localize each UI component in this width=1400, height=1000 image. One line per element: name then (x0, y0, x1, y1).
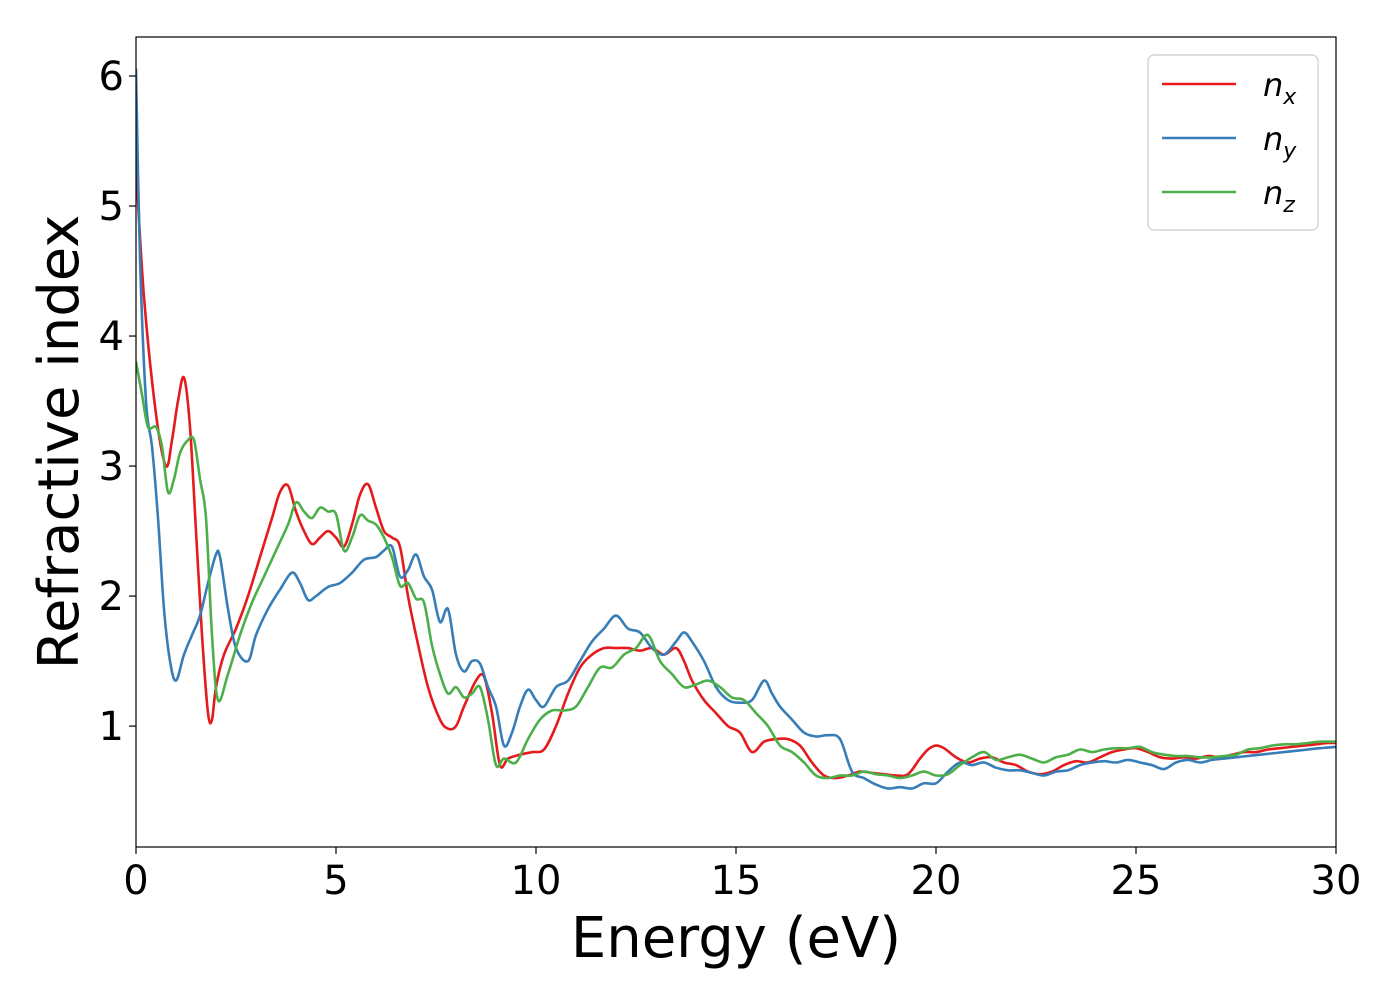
x-tick-label: 10 (511, 858, 562, 904)
y-tick-label: 5 (99, 184, 124, 230)
series-layer (136, 68, 1336, 790)
y-axis-title: Refractive index (27, 215, 92, 670)
y-tick-label: 1 (99, 704, 124, 750)
legend-label-subscript: x (1282, 85, 1297, 110)
y-tick-label: 4 (99, 314, 124, 360)
legend-label-subscript: y (1282, 139, 1297, 164)
plot-area (136, 37, 1336, 847)
legend-label-ny: ny (1263, 120, 1297, 164)
x-axis-title: Energy (eV) (571, 906, 901, 971)
y-tick-label: 3 (99, 444, 124, 490)
legend-label-nz: nz (1263, 174, 1295, 218)
legend-label-nx: nx (1263, 66, 1297, 110)
series-line-nz (136, 360, 1336, 780)
x-tick-label: 30 (1311, 858, 1362, 904)
y-tick-label: 6 (99, 54, 124, 100)
legend-label-base: n (1263, 66, 1283, 104)
x-tick-label: 20 (911, 858, 962, 904)
legend-label-subscript: z (1282, 193, 1295, 218)
y-axis: 1 2 3 4 5 6 (99, 54, 136, 750)
legend-label-base: n (1263, 174, 1283, 212)
x-tick-label: 25 (1111, 858, 1162, 904)
x-tick-label: 0 (123, 858, 148, 904)
legend-box (1147, 54, 1319, 231)
legend-label-base: n (1263, 120, 1283, 158)
x-axis: 0 5 10 15 20 25 30 (123, 847, 1361, 904)
x-tick-label: 5 (323, 858, 348, 904)
x-tick-label: 15 (711, 858, 762, 904)
y-tick-label: 2 (99, 574, 124, 620)
